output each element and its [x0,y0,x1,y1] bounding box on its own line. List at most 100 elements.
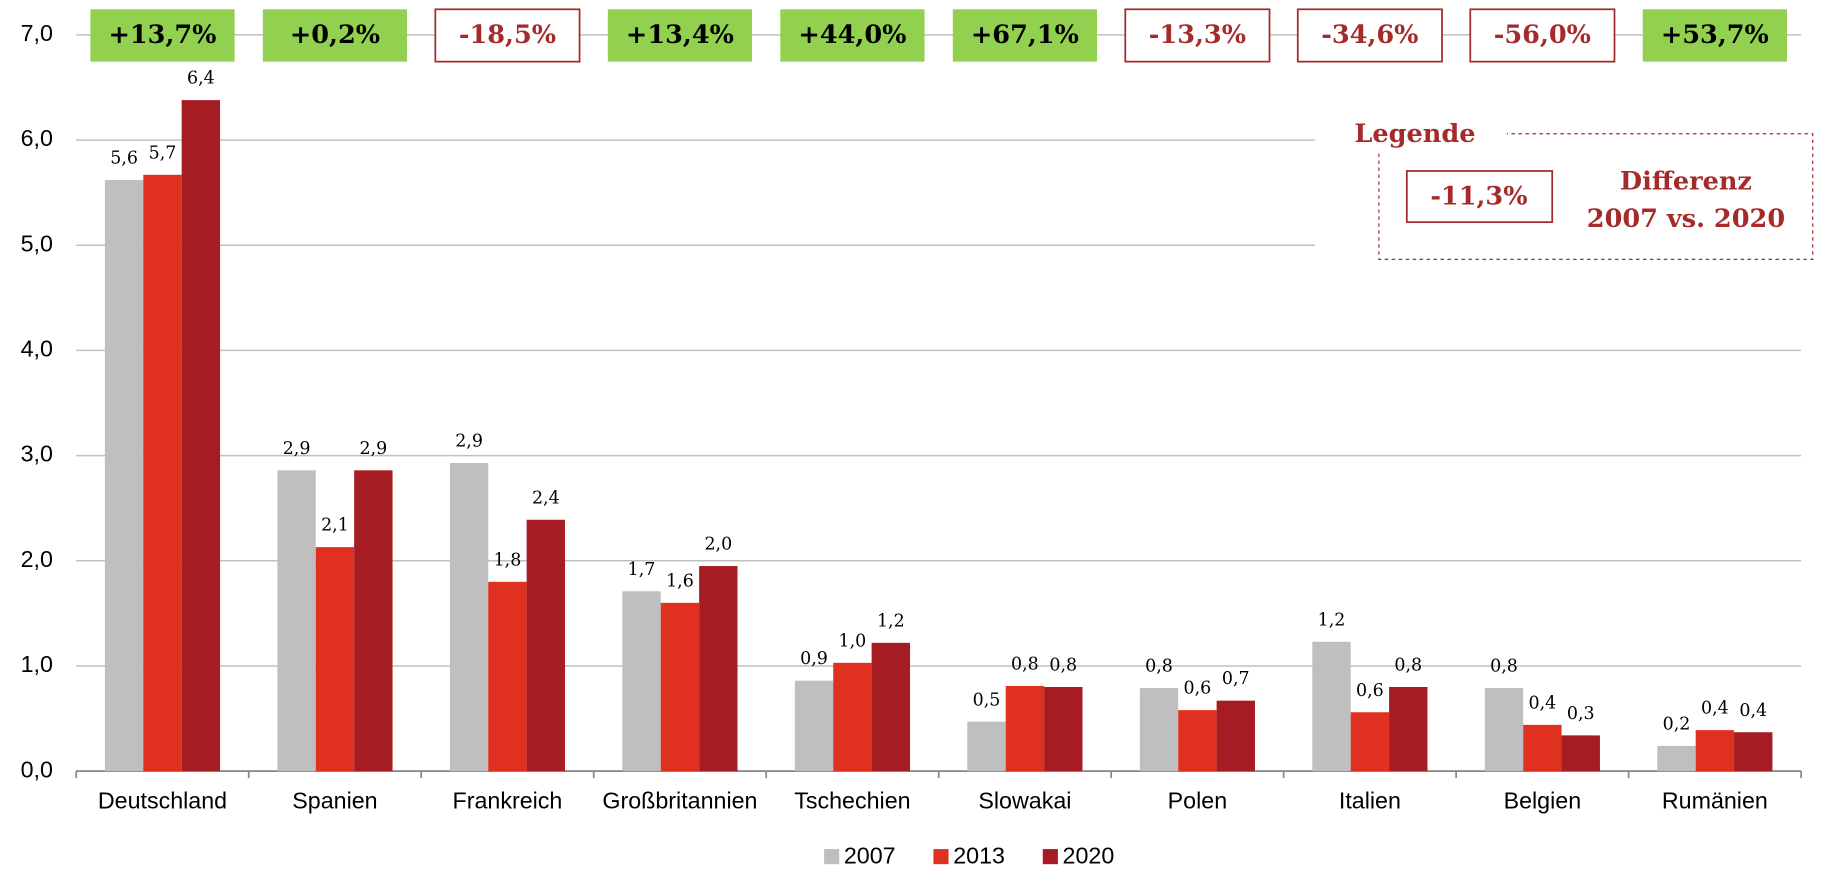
legend-label: 2013 [953,842,1005,868]
y-tick-label: 4,0 [21,336,53,362]
bar [1561,735,1600,772]
value-label: 0,9 [800,649,828,669]
bar [104,180,144,772]
difference-label: -13,3% [1149,20,1246,50]
bar [967,721,1006,772]
difference-box [262,9,408,62]
value-label: 5,7 [149,143,177,163]
value-label: 1,6 [666,571,694,591]
bar [699,566,738,772]
bar [833,662,872,772]
bar [1139,688,1179,772]
x-tick-label: Frankreich [453,788,563,814]
bar [871,642,910,772]
difference-box [780,9,925,62]
difference-label: +53,7% [1661,20,1769,50]
difference-box [1642,9,1787,62]
difference-box [1124,8,1271,63]
bar [1216,700,1255,772]
bar [1523,724,1562,772]
difference-label: -56,0% [1494,20,1591,50]
value-label: 2,4 [532,488,560,508]
difference-label: -18,5% [459,20,556,50]
value-label: 1,8 [494,550,522,570]
legend-swatch [1042,849,1058,865]
y-tick-label: 0,0 [21,756,53,782]
value-label: 0,3 [1567,704,1595,724]
value-label: 2,0 [704,535,732,555]
value-label: 0,8 [1145,657,1173,677]
legend-box-example-text: -11,3% [1430,182,1527,212]
bar [1695,730,1735,772]
bar [277,470,316,772]
legend-box-example [1405,170,1554,224]
value-label: 0,2 [1663,714,1691,734]
x-tick-label: Tschechien [794,788,910,814]
bar [143,174,182,772]
bar [1657,745,1696,772]
bar [181,100,221,772]
y-tick-label: 3,0 [21,441,53,467]
value-label: 0,8 [1490,657,1518,677]
value-label: 0,4 [1529,693,1557,713]
x-tick-label: Slowakai [978,788,1071,814]
bar [1005,685,1045,772]
difference-box [1469,8,1616,63]
legend-box-text: Differenz [1620,167,1752,197]
value-label: 2,9 [455,432,483,452]
difference-box [952,9,1098,62]
difference-box [434,8,581,63]
value-label: 1,0 [839,631,867,651]
value-label: 0,7 [1222,669,1250,689]
x-tick-label: Spanien [292,788,377,814]
bar [660,602,700,772]
bar [1734,732,1773,772]
difference-box [1296,8,1443,63]
difference-box [607,9,753,62]
value-label: 1,2 [877,611,905,631]
y-tick-label: 2,0 [21,546,53,572]
value-label: 0,8 [1011,655,1039,675]
bar [622,591,661,772]
value-label: 1,7 [628,560,656,580]
value-label: 1,2 [1318,610,1346,630]
bar [354,470,393,772]
difference-label: +67,1% [971,20,1079,50]
x-tick-label: Großbritannien [602,788,757,814]
legend-box [1378,133,1814,260]
value-label: 0,4 [1739,701,1767,721]
legend-box-title-bg [1338,116,1507,152]
value-label: 2,1 [321,516,349,536]
value-label: 6,4 [187,69,215,89]
value-label: 5,6 [110,149,138,169]
x-tick-label: Italien [1339,788,1401,814]
y-tick-label: 7,0 [21,20,53,46]
legend-label: 2020 [1063,842,1115,868]
legend-swatch [933,849,949,865]
bar [1389,686,1428,772]
legend-box-title: Legende [1354,119,1475,149]
difference-label: +13,4% [626,20,734,50]
bar [794,680,834,772]
y-tick-label: 1,0 [21,651,53,677]
value-label: 0,6 [1356,681,1384,701]
bar [449,462,489,772]
difference-label: +44,0% [798,20,906,50]
bar [1044,686,1083,772]
value-label: 2,9 [359,439,387,459]
x-tick-label: Polen [1168,788,1227,814]
legend-box-text: 2007 vs. 2020 [1587,204,1785,234]
value-label: 2,9 [283,439,311,459]
x-tick-label: Deutschland [98,788,227,814]
x-tick-label: Belgien [1504,788,1582,814]
bar [488,581,527,772]
difference-box [90,9,235,62]
legend-label: 2007 [844,842,896,868]
value-label: 0,5 [973,690,1001,710]
bar [1484,688,1524,772]
bar [526,519,566,772]
bar [315,547,355,772]
value-label: 0,4 [1701,699,1729,719]
bar [1178,710,1217,772]
